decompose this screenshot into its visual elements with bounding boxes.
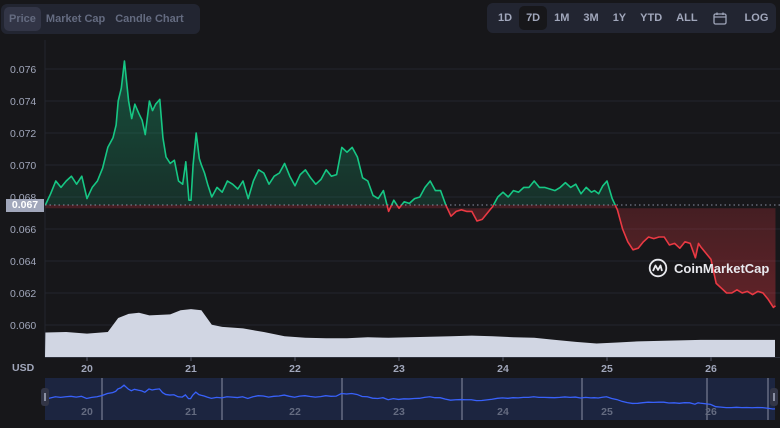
calendar-icon[interactable] bbox=[712, 12, 727, 25]
price-line-up bbox=[45, 60, 617, 205]
x-tick-label: 25 bbox=[601, 363, 613, 375]
y-tick-label: 0.060 bbox=[10, 320, 36, 332]
coinmarketcap-logo-icon bbox=[648, 258, 668, 278]
x-tick-label: 21 bbox=[185, 363, 197, 375]
y-tick-label: 0.064 bbox=[10, 256, 36, 268]
y-tick-label: 0.066 bbox=[10, 224, 36, 236]
range-all[interactable]: ALL bbox=[676, 12, 698, 24]
navigator-tick-label: 23 bbox=[393, 406, 405, 418]
range-1y[interactable]: 1Y bbox=[612, 12, 627, 24]
range-ytd[interactable]: YTD bbox=[640, 12, 663, 24]
navigator-left-handle[interactable] bbox=[41, 388, 49, 406]
navigator-line bbox=[44, 384, 776, 410]
tab-candle-chart[interactable]: Candle Chart bbox=[115, 13, 184, 25]
x-tick-label: 20 bbox=[81, 363, 93, 375]
y-tick-label: 0.072 bbox=[10, 128, 36, 140]
navigator-right-handle[interactable] bbox=[770, 388, 778, 406]
y-tick-label: 0.070 bbox=[10, 160, 36, 172]
y-tick-label: 0.074 bbox=[10, 96, 36, 108]
navigator-tick-label: 22 bbox=[289, 406, 301, 418]
current-price-label: 0.067 bbox=[6, 199, 44, 212]
chart-type-tabs: Price Market Cap Candle Chart bbox=[1, 4, 200, 34]
log-scale-toggle[interactable]: LOG bbox=[744, 12, 769, 24]
y-tick-label: 0.062 bbox=[10, 288, 36, 300]
x-tick-label: 23 bbox=[393, 363, 405, 375]
range-1m[interactable]: 1M bbox=[554, 12, 570, 24]
x-tick-label: 22 bbox=[289, 363, 301, 375]
time-range-selector: 1D 7D 1M 3M 1Y YTD ALL LOG bbox=[487, 3, 776, 33]
navigator-tick-label: 21 bbox=[185, 406, 197, 418]
y-axis: 0.0600.0620.0640.0660.0680.0700.0720.074… bbox=[10, 64, 36, 332]
x-tick-label: 24 bbox=[497, 363, 509, 375]
currency-label: USD bbox=[12, 362, 35, 374]
range-1d[interactable]: 1D bbox=[498, 12, 513, 24]
x-axis: 20 21 22 23 24 25 26 bbox=[45, 357, 780, 375]
navigator-tick-label: 20 bbox=[81, 406, 93, 418]
range-7d[interactable]: 7D bbox=[519, 6, 548, 30]
price-line-down bbox=[45, 205, 776, 309]
navigator-tick-label: 26 bbox=[705, 406, 717, 418]
navigator-tick-label: 25 bbox=[601, 406, 613, 418]
volume-area bbox=[45, 309, 776, 357]
tab-price[interactable]: Price bbox=[4, 7, 41, 31]
navigator-tick-label: 24 bbox=[497, 406, 509, 418]
x-tick-label: 26 bbox=[705, 363, 717, 375]
range-3m[interactable]: 3M bbox=[583, 12, 599, 24]
y-tick-label: 0.076 bbox=[10, 64, 36, 76]
coinmarketcap-watermark: CoinMarketCap bbox=[648, 258, 769, 278]
navigator: 20 21 22 23 24 25 26 bbox=[44, 378, 776, 420]
tab-market-cap[interactable]: Market Cap bbox=[45, 13, 106, 25]
price-area bbox=[45, 60, 776, 309]
